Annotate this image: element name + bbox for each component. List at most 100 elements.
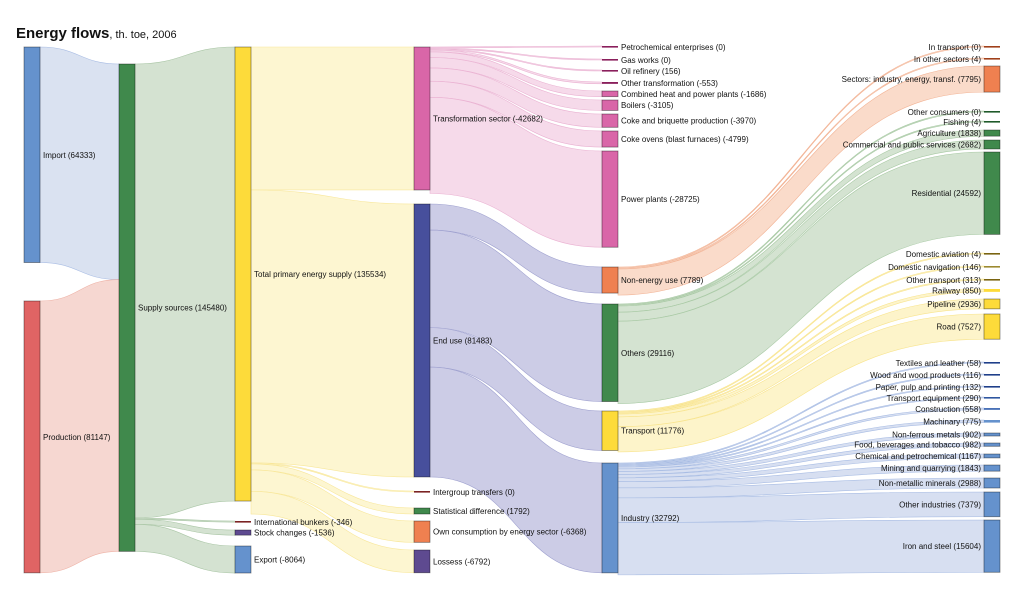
node-bunkers[interactable]: International bunkers (-346): [235, 518, 353, 527]
node-bar[interactable]: [984, 397, 1000, 399]
node-bar[interactable]: [602, 59, 618, 61]
node-fishing[interactable]: Fishing (4): [943, 118, 1000, 127]
node-bar[interactable]: [983, 491, 1001, 518]
node-bar[interactable]: [601, 410, 619, 451]
node-bar[interactable]: [601, 99, 619, 111]
node-domaviation[interactable]: Domestic aviation (4): [906, 250, 1000, 259]
node-enduse[interactable]: End use (81483): [413, 203, 492, 478]
node-bar[interactable]: [983, 519, 1001, 573]
node-tpes[interactable]: Total primary energy supply (135534): [234, 46, 386, 502]
node-transport[interactable]: Transport (11776): [601, 410, 684, 451]
link-transformation-to-petro[interactable]: [429, 45, 603, 49]
node-bar[interactable]: [984, 253, 1000, 255]
node-bar[interactable]: [984, 279, 1000, 281]
node-supply[interactable]: Supply sources (145480): [118, 63, 227, 552]
node-chemical[interactable]: Chemical and petrochemical (1167): [855, 452, 1001, 461]
node-bar[interactable]: [602, 70, 618, 72]
link-nonenergy-to-sectors[interactable]: [617, 65, 985, 296]
node-bar[interactable]: [984, 408, 1000, 410]
node-residential[interactable]: Residential (24592): [912, 151, 1001, 235]
node-construction[interactable]: Construction (558): [915, 405, 1000, 414]
link-enduse-to-others[interactable]: [429, 229, 603, 402]
link-industry-to-otherind[interactable]: [617, 491, 985, 523]
node-stock[interactable]: Stock changes (-1536): [234, 529, 335, 538]
node-bar[interactable]: [984, 58, 1000, 60]
node-road[interactable]: Road (7527): [937, 313, 1001, 340]
node-bar[interactable]: [601, 303, 619, 402]
node-bar[interactable]: [602, 46, 618, 48]
node-bar[interactable]: [413, 520, 431, 543]
node-bar[interactable]: [983, 151, 1001, 235]
link-enduse-to-transport[interactable]: [429, 327, 603, 451]
node-import[interactable]: Import (64333): [23, 46, 96, 263]
node-bar[interactable]: [235, 521, 251, 523]
node-bar[interactable]: [983, 139, 1001, 150]
node-bar[interactable]: [984, 362, 1000, 364]
node-machinary[interactable]: Machinary (775): [923, 417, 1000, 426]
node-bar[interactable]: [983, 298, 1001, 310]
node-domnavigation[interactable]: Domestic navigation (146): [888, 263, 1000, 272]
link-supply-to-tpes[interactable]: [134, 46, 236, 519]
node-bar[interactable]: [983, 65, 1001, 93]
node-bar[interactable]: [983, 432, 1001, 437]
link-tpes-to-enduse[interactable]: [250, 189, 415, 478]
link-transport-to-pipeline[interactable]: [617, 298, 985, 428]
node-bar[interactable]: [984, 266, 1000, 268]
node-bar[interactable]: [601, 130, 619, 148]
link-transport-to-railway[interactable]: [617, 288, 985, 418]
node-bar[interactable]: [234, 46, 252, 502]
node-bar[interactable]: [601, 90, 619, 98]
node-chp[interactable]: Combined heat and power plants (-1686): [601, 90, 767, 99]
link-industry-to-nonferrous[interactable]: [617, 432, 985, 475]
node-agriculture[interactable]: Agriculture (1838): [917, 129, 1001, 138]
link-import-to-supply[interactable]: [39, 46, 120, 280]
node-ironsteel[interactable]: Iron and steel (15604): [903, 519, 1001, 573]
node-bar[interactable]: [983, 129, 1001, 137]
node-coke[interactable]: Coke and briquette production (-3970): [601, 113, 757, 128]
node-bar[interactable]: [984, 46, 1000, 48]
node-food[interactable]: Food, beverages and tobacco (982): [854, 441, 1001, 450]
node-railway[interactable]: Railway (850): [932, 286, 1000, 295]
node-transformation[interactable]: Transformation sector (-42682): [413, 46, 543, 191]
link-others-to-commercial[interactable]: [617, 139, 985, 322]
node-industry[interactable]: Industry (32792): [601, 462, 680, 574]
node-pipeline[interactable]: Pipeline (2936): [927, 298, 1001, 310]
node-nonferrous[interactable]: Non-ferrous metals (902): [892, 431, 1001, 440]
node-bar[interactable]: [413, 46, 431, 191]
node-paper[interactable]: Paper, pulp and printing (132): [876, 383, 1000, 392]
node-power[interactable]: Power plants (-28725): [601, 150, 700, 248]
node-wood[interactable]: Wood and wood products (116): [870, 371, 1000, 380]
node-statdiff[interactable]: Statistical difference (1792): [413, 507, 530, 516]
node-bar[interactable]: [983, 442, 1001, 447]
node-intransport[interactable]: In transport (0): [929, 43, 1000, 52]
node-gasworks[interactable]: Gas works (0): [602, 56, 671, 65]
node-bar[interactable]: [984, 386, 1000, 388]
node-boilers[interactable]: Boilers (-3105): [601, 99, 674, 111]
node-export[interactable]: Export (-8064): [234, 545, 305, 574]
node-bar[interactable]: [413, 549, 431, 574]
link-production-to-supply[interactable]: [39, 279, 120, 574]
node-textiles[interactable]: Textiles and leather (58): [896, 359, 1000, 368]
node-bar[interactable]: [984, 374, 1000, 376]
node-inother[interactable]: In other sectors (4): [914, 55, 1000, 64]
node-bar[interactable]: [983, 464, 1001, 472]
node-intergroup[interactable]: Intergroup transfers (0): [414, 488, 515, 497]
node-bar[interactable]: [984, 420, 1000, 423]
node-bar[interactable]: [413, 203, 431, 478]
link-supply-to-stock[interactable]: [134, 518, 236, 536]
node-bar[interactable]: [234, 529, 252, 536]
link-tpes-to-transformation[interactable]: [250, 46, 415, 191]
node-oilref[interactable]: Oil refinery (156): [602, 67, 681, 76]
node-petro[interactable]: Petrochemical enterprises (0): [602, 43, 726, 52]
node-bar[interactable]: [601, 266, 619, 294]
node-bar[interactable]: [414, 491, 430, 493]
node-losses[interactable]: Lossess (-6792): [413, 549, 491, 574]
link-industry-to-nonmetallic[interactable]: [617, 477, 985, 499]
node-otherind[interactable]: Other industries (7379): [899, 491, 1001, 518]
node-bar[interactable]: [413, 507, 431, 515]
node-transequip[interactable]: Transport equipment (290): [887, 394, 1000, 403]
node-bar[interactable]: [983, 313, 1001, 340]
node-mining[interactable]: Mining and quarrying (1843): [881, 464, 1001, 473]
node-bar[interactable]: [601, 462, 619, 574]
node-otherconsumers[interactable]: Other consumers (0): [908, 108, 1000, 117]
